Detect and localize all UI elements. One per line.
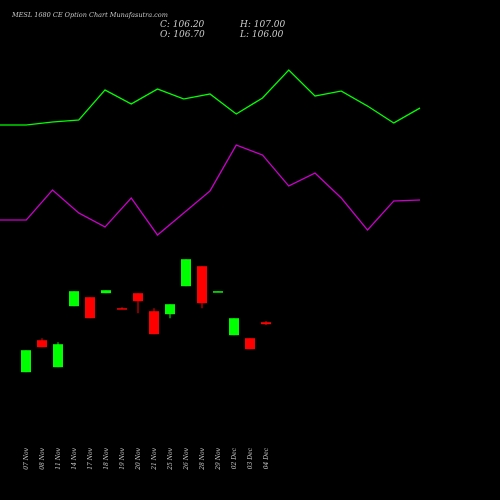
chart-title: MESL 1680 CE Option Chart Munafasutra.co… [11, 11, 168, 19]
open-label: O: 106.70 [160, 30, 205, 40]
candle-body [197, 266, 207, 304]
x-tick-label: 11 Nov [55, 447, 62, 469]
x-tick-label: 20 Nov [135, 447, 142, 470]
candle-body [229, 318, 239, 336]
candle-body [37, 340, 47, 348]
candle-body [53, 344, 63, 368]
candle-body [181, 259, 191, 287]
candle-body [261, 322, 271, 325]
candle-body [149, 311, 159, 335]
x-tick-label: 18 Nov [103, 447, 110, 469]
x-tick-label: 28 Nov [199, 447, 206, 470]
line-series [0, 144, 421, 236]
x-tick-label: 21 Nov [151, 447, 158, 470]
x-tick-label: 08 Nov [39, 447, 46, 469]
x-tick-label: 25 Nov [167, 447, 174, 470]
x-tick-label: 03 Dec [247, 447, 254, 469]
candle-body [213, 291, 223, 293]
candle-body [69, 291, 79, 307]
candle-body [165, 304, 175, 315]
x-tick-label: 26 Nov [183, 447, 190, 470]
low-label: L: 106.00 [239, 30, 284, 40]
candle-body [117, 308, 127, 310]
candle-body [85, 297, 95, 319]
close-label: C: 106.20 [160, 20, 205, 30]
candle-body [21, 350, 31, 373]
x-tick-label: 04 Dec [263, 447, 270, 469]
x-tick-label: 07 Nov [23, 447, 30, 469]
x-tick-label: 19 Nov [119, 447, 126, 469]
line-series [0, 69, 421, 126]
candle-body [133, 293, 143, 302]
candle-body [245, 338, 255, 350]
x-tick-label: 29 Nov [215, 447, 222, 470]
x-tick-label: 17 Nov [87, 447, 94, 469]
candle-body [101, 290, 111, 294]
x-tick-label: 02 Dec [231, 447, 238, 469]
high-label: H: 107.00 [239, 20, 286, 30]
x-tick-label: 14 Nov [71, 447, 78, 469]
